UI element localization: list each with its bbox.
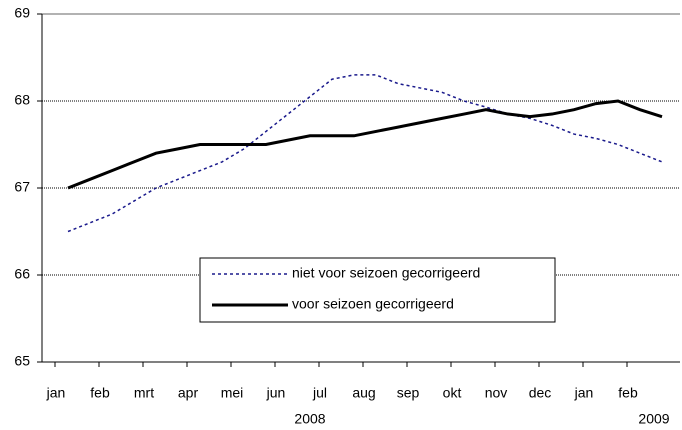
line-series — [67, 74, 663, 233]
x-tick-label: jun — [266, 385, 286, 401]
y-tick-label: 67 — [14, 179, 30, 195]
x-tick-label: mei — [221, 385, 244, 401]
x-tick-label: dec — [529, 385, 552, 401]
legend-label: niet voor seizoen gecorrigeerd — [292, 265, 480, 281]
x-tick-label: feb — [618, 385, 638, 401]
x-tick-label: jan — [574, 385, 594, 401]
x-tick-label: jul — [312, 385, 327, 401]
year-label: 2008 — [294, 411, 325, 427]
x-tick-label: sep — [397, 385, 420, 401]
legend-label: voor seizoen gecorrigeerd — [292, 296, 454, 312]
y-tick-label: 66 — [14, 266, 30, 282]
line-series — [67, 99, 663, 190]
x-tick-label: apr — [178, 385, 199, 401]
y-tick-label: 68 — [14, 92, 30, 108]
y-tick-label: 69 — [14, 5, 30, 21]
legend-box — [199, 257, 556, 323]
x-tick-label: nov — [485, 385, 508, 401]
x-tick-label: feb — [90, 385, 110, 401]
year-label: 2009 — [638, 411, 669, 427]
x-tick-label: okt — [443, 385, 462, 401]
x-tick-label: mrt — [134, 385, 154, 401]
y-tick-label: 65 — [14, 353, 30, 369]
x-tick-label: aug — [352, 385, 375, 401]
x-tick-label: jan — [46, 385, 66, 401]
